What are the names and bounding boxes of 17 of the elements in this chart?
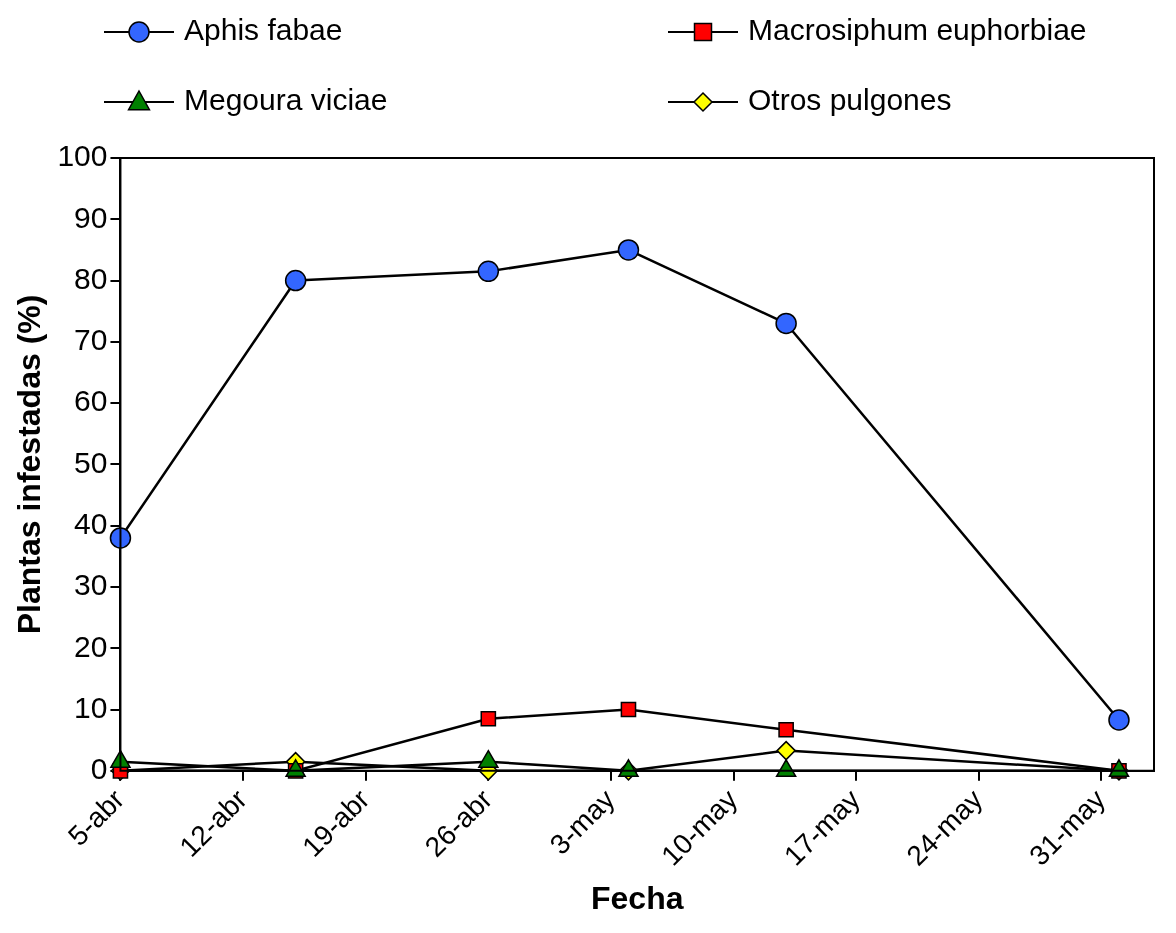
y-tick-label: 60 bbox=[74, 384, 108, 418]
legend-label: Otros pulgones bbox=[748, 83, 952, 117]
y-tick-label: 100 bbox=[57, 139, 108, 173]
legend-label: Aphis fabae bbox=[184, 13, 343, 47]
y-axis-title: Plantas infestadas (%) bbox=[11, 294, 48, 635]
legend-label: Megoura viciae bbox=[184, 83, 388, 117]
y-tick-label: 70 bbox=[74, 323, 108, 357]
legend-label: Macrosiphum euphorbiae bbox=[748, 13, 1087, 47]
y-tick-label: 90 bbox=[74, 200, 108, 234]
y-tick-label: 40 bbox=[74, 506, 108, 540]
y-tick-label: 50 bbox=[74, 445, 108, 479]
x-axis-title: Fecha bbox=[590, 879, 684, 916]
y-tick-label: 20 bbox=[74, 629, 108, 663]
y-tick-label: 10 bbox=[74, 690, 108, 724]
y-tick-label: 80 bbox=[74, 261, 108, 295]
y-tick-label: 30 bbox=[74, 568, 108, 602]
y-tick-label: 0 bbox=[90, 752, 108, 786]
